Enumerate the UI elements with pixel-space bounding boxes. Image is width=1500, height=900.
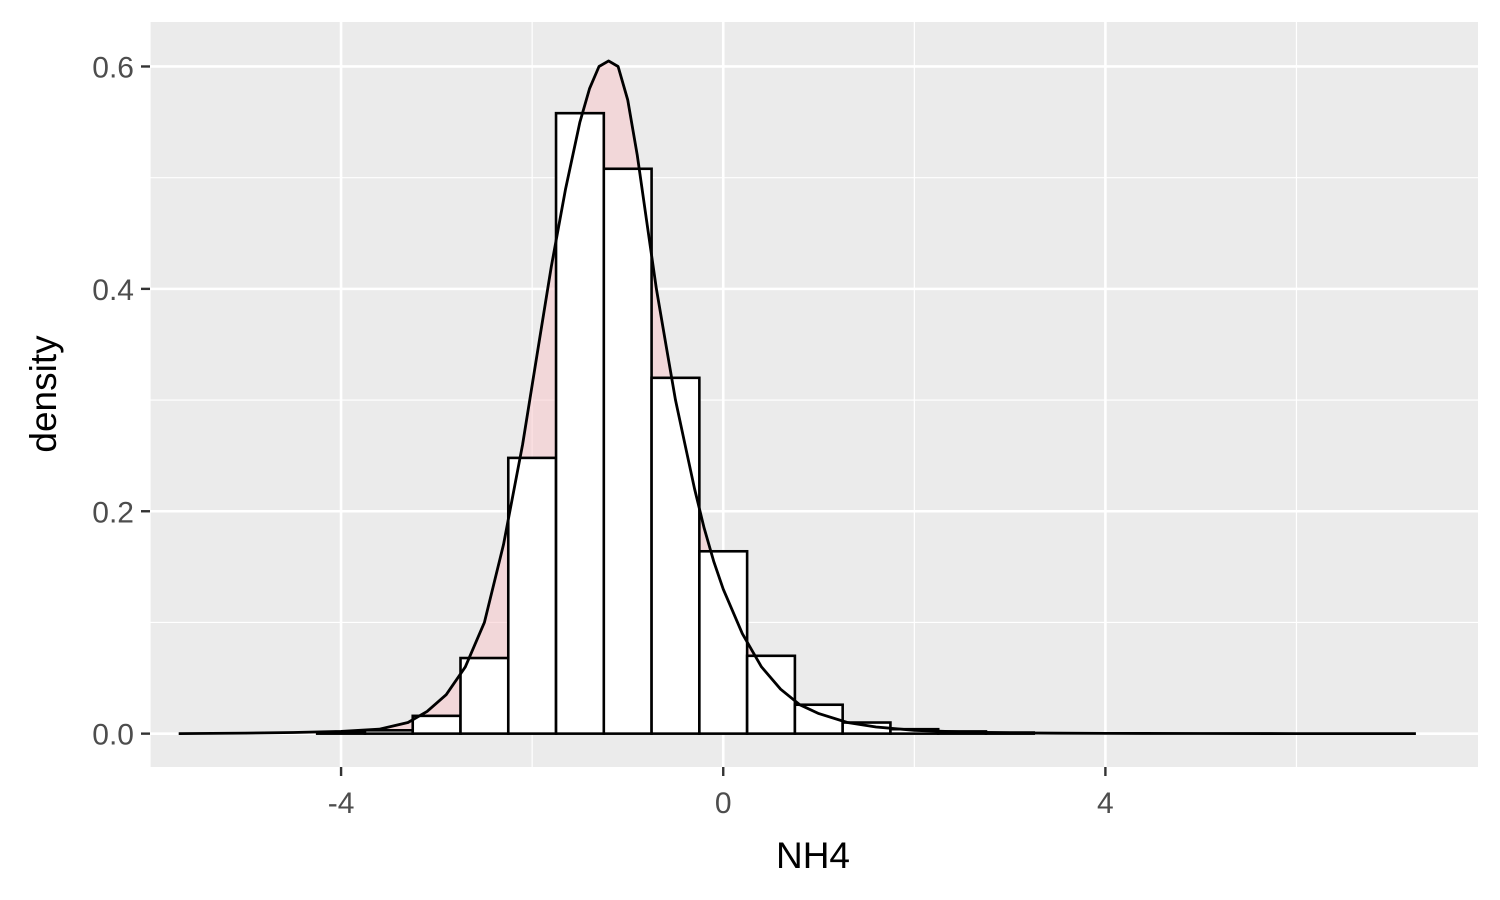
y-axis: 0.0 0.2 0.4 0.6 <box>92 51 150 752</box>
histogram-bar <box>698 549 749 735</box>
y-tick-label: 0.6 <box>92 51 134 84</box>
histogram-bars <box>315 111 1036 735</box>
histogram-bar <box>459 656 510 735</box>
x-tick-label: 0 <box>715 787 732 820</box>
density-line <box>178 59 1416 735</box>
histogram-bar <box>745 654 797 735</box>
x-axis: -4 0 4 <box>328 767 1114 820</box>
histogram-bar <box>506 456 558 735</box>
histogram-bar <box>650 376 701 735</box>
x-axis-title: NH4 <box>776 835 850 876</box>
y-tick-label: 0.4 <box>92 274 134 307</box>
y-axis-title: density <box>23 335 64 453</box>
grid-minor <box>149 22 1478 767</box>
plot-panel <box>150 22 1478 767</box>
x-tick-label: -4 <box>328 787 355 820</box>
histogram-bar <box>793 703 844 735</box>
histogram-bar <box>602 167 653 735</box>
x-tick-label: 4 <box>1097 787 1114 820</box>
y-tick-label: 0.0 <box>92 719 134 752</box>
density-line-layer <box>178 59 1416 735</box>
y-tick-label: 0.2 <box>92 496 134 529</box>
histogram-bar <box>411 714 462 735</box>
